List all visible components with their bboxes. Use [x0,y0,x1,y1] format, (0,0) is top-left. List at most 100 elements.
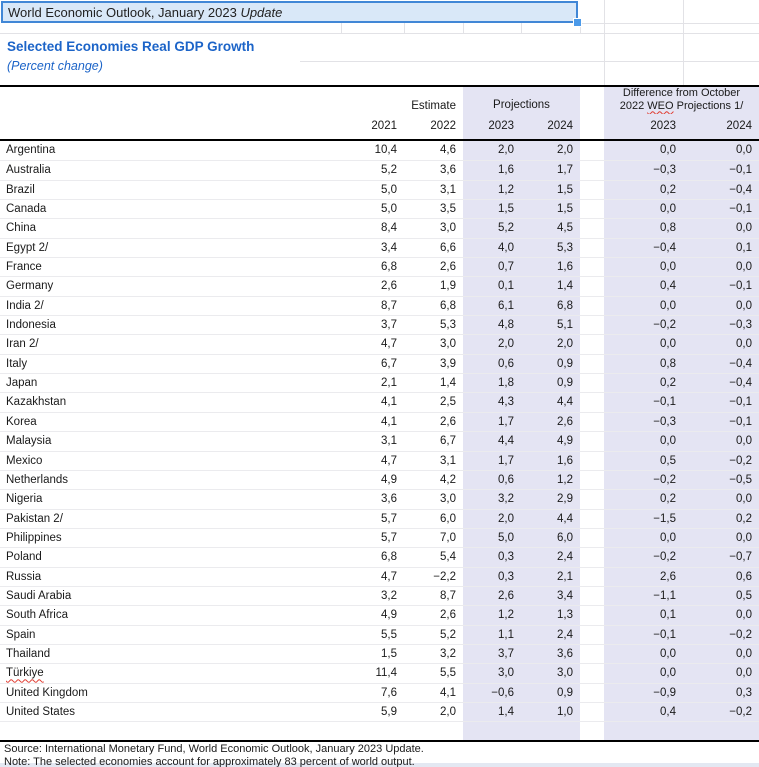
value-2022-cell[interactable]: 5,2 [404,624,463,644]
projection-2024-cell[interactable]: 1,0 [521,701,580,722]
projection-2024-cell[interactable]: 3,4 [521,585,580,606]
diff-2024-cell[interactable]: 0,1 [683,237,759,258]
projection-2024-cell[interactable]: 5,1 [521,315,580,335]
value-2021-cell[interactable]: 4,1 [341,411,404,431]
diff-2023-cell[interactable]: 0,5 [604,450,683,470]
value-2021-cell[interactable]: 4,9 [341,605,404,624]
diff-2024-cell[interactable]: 0,0 [683,663,759,683]
country-cell[interactable]: Italy [0,353,341,373]
projection-2023-cell[interactable]: 3,2 [463,489,521,509]
diff-2023-cell[interactable]: 0,0 [604,431,683,451]
country-cell[interactable]: Thailand [0,643,341,663]
projection-2023-cell[interactable]: 0,1 [463,276,521,296]
projection-2023-cell[interactable]: 3,7 [463,643,521,664]
projection-2023-cell[interactable]: 0,7 [463,257,521,277]
country-cell[interactable]: Poland [0,547,341,566]
value-2022-cell[interactable]: −2,2 [404,566,463,586]
diff-2023-cell[interactable]: 0,0 [604,295,683,316]
diff-2023-cell[interactable]: −0,2 [604,315,683,335]
country-cell[interactable]: South Africa [0,605,341,624]
projection-2023-cell[interactable]: 2,0 [463,508,521,528]
value-2022-cell[interactable]: 3,2 [404,643,463,663]
diff-2024-cell[interactable]: 0,0 [683,489,759,509]
country-cell[interactable]: Egypt 2/ [0,237,341,257]
diff-2024-cell[interactable]: −0,4 [683,373,759,393]
diff-2023-cell[interactable]: 0,4 [604,701,683,722]
country-cell[interactable]: Spain [0,624,341,644]
country-cell[interactable]: Kazakhstan [0,392,341,411]
diff-2023-cell[interactable]: −0,2 [604,469,683,490]
diff-2023-cell[interactable]: 0,0 [604,643,683,664]
value-2021-cell[interactable]: 4,9 [341,469,404,489]
diff-2024-cell[interactable]: 0,5 [683,585,759,606]
diff-2023-cell[interactable]: 0,2 [604,489,683,509]
diff-2023-cell[interactable]: 2,6 [604,566,683,586]
projection-2023-cell[interactable]: 4,4 [463,431,521,451]
diff-2023-cell[interactable]: −1,5 [604,508,683,528]
value-2022-cell[interactable]: 3,5 [404,199,463,218]
projection-2024-cell[interactable]: 0,9 [521,373,580,393]
country-cell[interactable]: Brazil [0,179,341,199]
projection-2023-cell[interactable]: 0,6 [463,469,521,490]
country-cell[interactable]: Netherlands [0,469,341,489]
year-header-2022[interactable]: 2022 [430,120,456,132]
projection-2024-cell[interactable]: 2,6 [521,411,580,432]
sheet-subheading[interactable]: (Percent change) [7,59,103,73]
value-2021-cell[interactable]: 5,9 [341,701,404,721]
country-cell[interactable]: Japan [0,373,341,392]
country-cell[interactable]: Nigeria [0,489,341,508]
diff-2023-cell[interactable]: 0,0 [604,141,683,161]
projection-2023-cell[interactable]: 1,5 [463,199,521,219]
value-2022-cell[interactable]: 3,0 [404,334,463,353]
value-2022-cell[interactable]: 1,9 [404,276,463,295]
value-2022-cell[interactable]: 7,0 [404,527,463,547]
diff-2024-cell[interactable]: 0,0 [683,218,759,238]
value-2021-cell[interactable]: 4,7 [341,566,404,586]
projection-2023-cell[interactable]: 1,2 [463,179,521,200]
value-2021-cell[interactable]: 5,5 [341,624,404,644]
projections-header-cell[interactable]: Projections [463,87,580,115]
sheet-heading[interactable]: Selected Economies Real GDP Growth [7,39,255,54]
projection-2024-cell[interactable]: 3,6 [521,643,580,664]
country-cell[interactable]: United States [0,701,341,721]
value-2021-cell[interactable]: 5,7 [341,508,404,528]
projection-2024-cell[interactable]: 0,9 [521,353,580,374]
diff-2023-cell[interactable]: 0,2 [604,179,683,200]
diff-2024-cell[interactable]: −0,4 [683,179,759,200]
projection-2023-cell[interactable]: 1,8 [463,373,521,393]
country-cell[interactable]: Saudi Arabia [0,585,341,605]
projection-2024-cell[interactable]: 1,4 [521,276,580,296]
value-2022-cell[interactable]: 2,6 [404,257,463,276]
value-2022-cell[interactable]: 2,0 [404,701,463,721]
diff-2023-cell[interactable]: 0,0 [604,334,683,354]
value-2022-cell[interactable]: 6,0 [404,508,463,528]
value-2021-cell[interactable]: 2,1 [341,373,404,392]
value-2022-cell[interactable]: 4,1 [404,682,463,702]
country-cell[interactable]: Russia [0,566,341,586]
projection-2023-cell[interactable]: 0,6 [463,353,521,374]
country-cell[interactable]: Canada [0,199,341,218]
projection-2024-cell[interactable]: 1,2 [521,469,580,490]
projection-2024-cell[interactable]: 4,4 [521,392,580,412]
country-cell[interactable]: Iran 2/ [0,334,341,353]
country-cell[interactable]: Germany [0,276,341,295]
value-2021-cell[interactable]: 3,2 [341,585,404,605]
projection-2024-cell[interactable]: 2,0 [521,334,580,354]
diff-2024-cell[interactable]: 0,3 [683,682,759,702]
value-2022-cell[interactable]: 5,3 [404,315,463,334]
diff-2023-cell[interactable]: 0,0 [604,527,683,548]
value-2021-cell[interactable]: 4,7 [341,334,404,353]
projection-2024-cell[interactable]: 6,8 [521,295,580,316]
diff-2024-cell[interactable]: −0,1 [683,392,759,412]
diff-2024-cell[interactable]: −0,1 [683,276,759,296]
value-2021-cell[interactable]: 10,4 [374,144,397,156]
projection-2023-cell[interactable]: 1,1 [463,624,521,644]
projection-2023-cell[interactable]: 6,1 [463,295,521,316]
country-cell[interactable]: Australia [0,160,341,179]
projection-2023-cell[interactable]: 0,3 [463,566,521,586]
diff-year-header-2023[interactable]: 2023 [604,114,683,139]
projection-2024-cell[interactable]: 5,3 [521,237,580,258]
projection-2024-cell[interactable]: 1,7 [521,160,580,180]
country-cell[interactable]: France [0,257,341,276]
diff-2023-cell[interactable]: 0,0 [604,663,683,683]
